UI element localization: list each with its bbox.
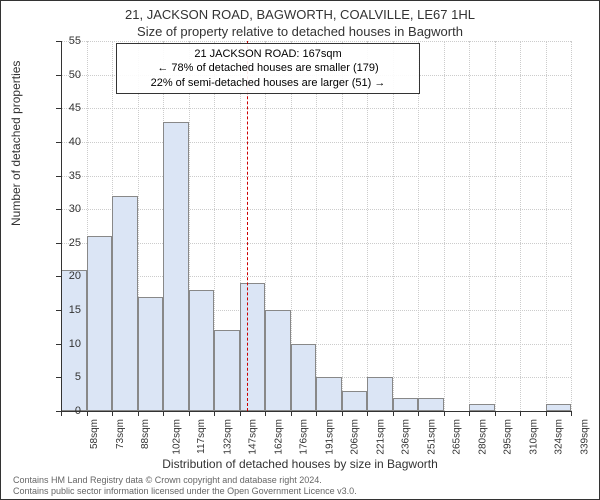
x-tick-label: 147sqm [248,419,259,455]
gridline-v [444,41,445,411]
gridline-v [316,41,317,411]
gridline-v [418,41,419,411]
x-tick [469,411,470,416]
x-tick-label: 73sqm [115,419,126,449]
reference-line-marker [247,41,248,411]
x-tick [495,411,496,416]
histogram-bar [112,196,138,411]
y-axis [61,41,62,411]
info-line-1: 21 JACKSON ROAD: 167sqm [123,47,413,61]
gridline-v [571,41,572,411]
y-tick-label: 20 [57,270,81,282]
y-tick-label: 40 [57,136,81,148]
x-tick [393,411,394,416]
y-tick-label: 15 [57,304,81,316]
x-tick [87,411,88,416]
x-tick-label: 191sqm [324,419,335,455]
histogram-bar [265,310,291,411]
gridline-v [469,41,470,411]
histogram-bar [163,122,189,411]
histogram-bar [189,290,215,411]
histogram-bar [214,330,240,411]
x-tick [291,411,292,416]
x-tick-label: 251sqm [426,419,437,455]
x-tick [444,411,445,416]
copyright-line-1: Contains HM Land Registry data © Crown c… [13,475,357,486]
x-tick-label: 132sqm [222,419,233,455]
x-tick-label: 206sqm [350,419,361,455]
y-axis-label: Number of detached properties [9,61,23,226]
y-tick-label: 35 [57,170,81,182]
x-tick [138,411,139,416]
info-line-3: 22% of semi-detached houses are larger (… [123,76,413,90]
x-tick [61,411,62,416]
histogram-bar [469,404,495,411]
gridline-v [367,41,368,411]
x-tick [316,411,317,416]
chart-subtitle: Size of property relative to detached ho… [1,24,599,39]
x-tick [112,411,113,416]
gridline-v [342,41,343,411]
x-tick-label: 58sqm [89,419,100,449]
chart-title: 21, JACKSON ROAD, BAGWORTH, COALVILLE, L… [1,7,599,22]
histogram-bar [87,236,113,411]
x-tick-label: 176sqm [299,419,310,455]
x-axis-label: Distribution of detached houses by size … [1,457,599,471]
histogram-bar [393,398,419,411]
copyright-line-2: Contains public sector information licen… [13,486,357,497]
histogram-bar [240,283,266,411]
y-tick-label: 30 [57,203,81,215]
y-tick-label: 5 [57,371,81,383]
x-tick-label: 310sqm [528,419,539,455]
y-tick-label: 55 [57,35,81,47]
x-tick [520,411,521,416]
info-line-2: ← 78% of detached houses are smaller (17… [123,61,413,75]
x-tick-label: 102sqm [171,419,182,455]
y-tick-label: 45 [57,102,81,114]
x-tick [418,411,419,416]
info-box: 21 JACKSON ROAD: 167sqm ← 78% of detache… [116,43,420,94]
x-tick-label: 162sqm [273,419,284,455]
x-tick [240,411,241,416]
histogram-bar [546,404,572,411]
x-tick-label: 117sqm [196,419,207,454]
x-tick-label: 295sqm [503,419,514,455]
x-tick [214,411,215,416]
x-tick [367,411,368,416]
x-tick-label: 88sqm [140,419,151,449]
x-tick-label: 324sqm [554,419,565,455]
x-tick-label: 236sqm [401,419,412,455]
x-tick [265,411,266,416]
x-tick-label: 265sqm [452,419,463,455]
gridline-v [393,41,394,411]
x-tick [163,411,164,416]
chart-container: 21, JACKSON ROAD, BAGWORTH, COALVILLE, L… [0,0,600,500]
y-tick-label: 10 [57,338,81,350]
x-tick [189,411,190,416]
histogram-bar [367,377,393,411]
gridline-v [520,41,521,411]
y-tick-label: 25 [57,237,81,249]
histogram-bar [138,297,164,411]
histogram-bar [342,391,368,411]
x-tick [571,411,572,416]
x-tick [546,411,547,416]
histogram-bar [418,398,444,411]
x-tick [342,411,343,416]
x-tick-label: 280sqm [477,419,488,455]
gridline-v [495,41,496,411]
x-tick-label: 339sqm [579,419,590,455]
gridline-v [546,41,547,411]
y-tick-label: 50 [57,69,81,81]
histogram-bar [291,344,317,411]
copyright: Contains HM Land Registry data © Crown c… [13,475,357,497]
x-tick-label: 221sqm [375,419,386,455]
histogram-bar [316,377,342,411]
